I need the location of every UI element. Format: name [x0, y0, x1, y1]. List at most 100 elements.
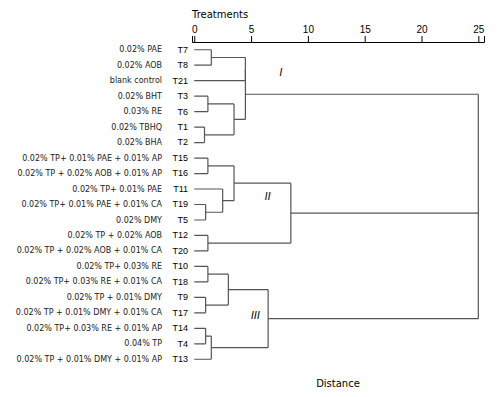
- x-axis-line: [193, 36, 485, 43]
- y-tick: T20: [172, 246, 188, 256]
- description: 0.02% TP + 0.01% DMY: [67, 293, 162, 302]
- y-tick: T2: [177, 137, 188, 147]
- y-tick-label: T10: [172, 261, 188, 271]
- x-tick-mark: [365, 36, 366, 42]
- description: 0.02% TBHQ: [111, 123, 162, 132]
- y-tick: T5: [177, 215, 188, 225]
- x-tick-label: 10: [303, 24, 315, 35]
- description: 0.02% TP + 0.01% DMY + 0.01% AP: [17, 355, 163, 364]
- y-tick: T19: [172, 199, 188, 209]
- x-tick: 10: [303, 24, 315, 42]
- y-tick-label: T4: [177, 339, 188, 349]
- y-tick: T17: [172, 308, 188, 318]
- y-tick: T11: [173, 184, 188, 194]
- description: 0.02% TP + 0.02% AOB + 0.01% AP: [17, 169, 162, 178]
- description: 0.02% BHT: [118, 92, 162, 101]
- description: 0.02% DMY: [116, 216, 162, 225]
- y-tick: T13: [172, 354, 188, 364]
- y-tick-label: T2: [177, 137, 188, 147]
- y-tick-label: T15: [172, 153, 188, 163]
- y-axis: T7 T8 T21 T3 T6 T1 T2 T15 T16 T11 T19 T5 T12 T20 T10 T1…: [172, 45, 188, 365]
- description: 0.02% TP+ 0.01% PAE + 0.01% AP: [22, 154, 162, 163]
- y-tick: T18: [172, 277, 188, 287]
- merge-link: [211, 290, 268, 348]
- x-tick: 5: [249, 24, 255, 42]
- y-tick-label: T8: [177, 60, 188, 70]
- x-axis-title: Distance: [316, 378, 360, 389]
- y-tick: T21: [172, 76, 188, 86]
- description: 0.02% TP+ 0.03% RE + 0.01% CA: [26, 277, 163, 286]
- description: 0.02% BHA: [117, 138, 162, 147]
- merge-link: [194, 336, 211, 359]
- merge-link: [194, 205, 205, 220]
- description: blank control: [110, 76, 162, 85]
- x-tick-mark: [308, 36, 309, 42]
- plot: 0510152025T7T8T21T3T6T1T2T15T16T11T19T5T…: [16, 9, 485, 389]
- cluster-label: II: [265, 191, 271, 202]
- y-tick: T8: [177, 60, 188, 70]
- description: 0.02% PAE: [119, 45, 162, 54]
- description: 0.02% TP+ 0.03% RE + 0.01% AP: [26, 324, 162, 333]
- y-tick-label: T14: [172, 323, 188, 333]
- y-tick: T6: [177, 107, 188, 117]
- y-tick: T1: [177, 122, 188, 132]
- description: 0.02% TP+ 0.01% PAE: [72, 185, 162, 194]
- dendrogram: [194, 50, 478, 360]
- x-tick-label: 5: [249, 24, 255, 35]
- description: 0.02% TP + 0.01% DMY + 0.01% CA: [16, 308, 163, 317]
- x-tick-label: 0: [192, 24, 198, 35]
- y-tick-label: T12: [172, 230, 188, 240]
- y-tick-label: T1: [177, 122, 188, 132]
- description: 0.02% TP + 0.02% AOB: [67, 231, 162, 240]
- x-tick-label: 20: [416, 24, 428, 35]
- chart: 0510152025T7T8T21T3T6T1T2T15T16T11T19T5T…: [0, 0, 500, 397]
- x-tick: 0: [192, 24, 198, 42]
- x-tick-mark: [251, 36, 252, 42]
- x-axis: 0 5 10 15 20 25: [192, 24, 485, 43]
- description: 0.02% AOB: [117, 61, 162, 70]
- merge-link: [194, 57, 245, 80]
- cluster-label: I: [279, 67, 282, 78]
- merge-link: [234, 69, 245, 119]
- x-tick-label: 15: [360, 24, 372, 35]
- x-tick-mark: [478, 36, 479, 42]
- y-tick: T4: [177, 339, 188, 349]
- merge-link: [208, 166, 234, 201]
- y-tick-label: T3: [177, 91, 188, 101]
- merge-link: [206, 274, 229, 305]
- y-tick-label: T11: [173, 184, 188, 194]
- y-tick-label: T20: [172, 246, 188, 256]
- x-tick-mark: [194, 36, 195, 42]
- y-tick-label: T5: [177, 215, 188, 225]
- cluster-label: III: [251, 310, 260, 321]
- y-tick: T9: [177, 292, 188, 302]
- y-tick: T3: [177, 91, 188, 101]
- merge-link: [194, 96, 208, 111]
- merge-link: [194, 266, 208, 281]
- description: 0.02% TP + 0.02% AOB + 0.01% CA: [17, 246, 163, 255]
- y-tick: T16: [172, 168, 188, 178]
- y-tick: T10: [172, 261, 188, 271]
- annotations: IIIIII: [251, 67, 282, 321]
- y-tick-label: T7: [177, 45, 188, 55]
- y-tick-label: T16: [172, 168, 188, 178]
- merge-link: [194, 189, 222, 212]
- y-tick-label: T21: [172, 76, 188, 86]
- merge-link: [194, 158, 208, 173]
- description: 0.04% TP: [124, 339, 162, 348]
- x-tick: 25: [473, 24, 485, 42]
- y-tick-label: T17: [172, 308, 188, 318]
- y-tick: T14: [172, 323, 188, 333]
- merge-link: [194, 297, 205, 312]
- y-tick: T12: [172, 230, 188, 240]
- merge-link: [245, 94, 478, 318]
- merge-link: [194, 50, 211, 65]
- y-tick: T15: [172, 153, 188, 163]
- description: 0.02% TP+ 0.03% RE: [77, 262, 162, 271]
- x-tick: 20: [416, 24, 428, 42]
- y-tick-label: T13: [172, 354, 188, 364]
- descriptions: 0.02% PAE 0.02% AOB blank control 0.02% BHT…: [16, 45, 163, 364]
- y-axis-title: Treatments: [191, 9, 248, 20]
- x-tick-label: 25: [473, 24, 485, 35]
- y-tick-label: T19: [172, 199, 188, 209]
